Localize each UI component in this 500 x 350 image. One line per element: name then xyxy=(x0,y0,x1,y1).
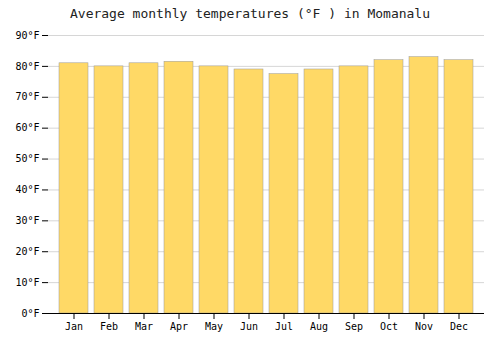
svg-text:Feb: Feb xyxy=(100,321,118,332)
svg-text:50°F: 50°F xyxy=(15,153,39,164)
svg-text:Aug: Aug xyxy=(310,321,328,332)
svg-text:30°F: 30°F xyxy=(15,215,39,226)
svg-text:20°F: 20°F xyxy=(15,246,39,257)
svg-text:Sep: Sep xyxy=(345,321,363,332)
svg-text:Nov: Nov xyxy=(415,321,433,332)
svg-text:40°F: 40°F xyxy=(15,184,39,195)
svg-text:Jul: Jul xyxy=(275,321,293,332)
svg-text:Dec: Dec xyxy=(450,321,468,332)
html-text:Average monthly temperatures (: Average monthly temperatures (°F ) in Mo… xyxy=(70,6,430,21)
svg-text:90°F: 90°F xyxy=(15,30,39,41)
svg-text:80°F: 80°F xyxy=(15,61,39,72)
svg-text:0°F: 0°F xyxy=(21,308,39,319)
svg-text:60°F: 60°F xyxy=(15,122,39,133)
svg-text:Oct: Oct xyxy=(380,321,398,332)
svg-text:10°F: 10°F xyxy=(15,277,39,288)
svg-text:Mar: Mar xyxy=(135,321,153,332)
svg-text:Apr: Apr xyxy=(170,321,188,332)
svg-text:Jun: Jun xyxy=(240,321,258,332)
svg-text:70°F: 70°F xyxy=(15,91,39,102)
svg-text:May: May xyxy=(205,321,223,332)
svg-text:Jan: Jan xyxy=(65,321,83,332)
